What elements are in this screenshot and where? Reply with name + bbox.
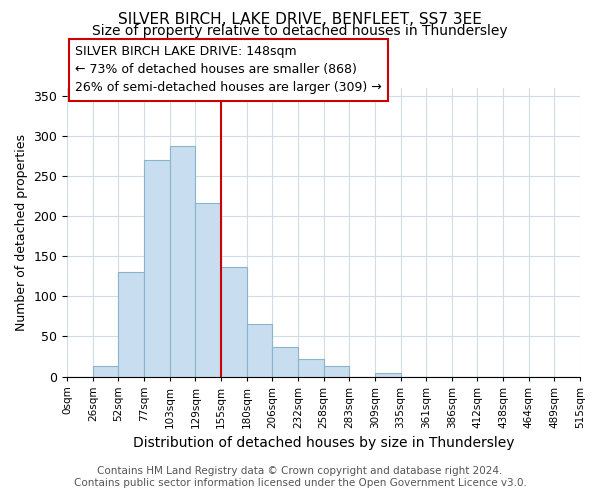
Bar xyxy=(93,366,118,376)
Text: SILVER BIRCH LAKE DRIVE: 148sqm
← 73% of detached houses are smaller (868)
26% o: SILVER BIRCH LAKE DRIVE: 148sqm ← 73% of… xyxy=(75,46,382,94)
Bar xyxy=(170,146,196,376)
Bar xyxy=(272,347,298,376)
Bar xyxy=(323,366,349,376)
Bar xyxy=(247,324,272,376)
Y-axis label: Number of detached properties: Number of detached properties xyxy=(15,134,28,330)
Bar xyxy=(221,266,247,376)
Text: SILVER BIRCH, LAKE DRIVE, BENFLEET, SS7 3EE: SILVER BIRCH, LAKE DRIVE, BENFLEET, SS7 … xyxy=(118,12,482,28)
X-axis label: Distribution of detached houses by size in Thundersley: Distribution of detached houses by size … xyxy=(133,436,514,450)
Bar xyxy=(144,160,170,376)
Text: Size of property relative to detached houses in Thundersley: Size of property relative to detached ho… xyxy=(92,24,508,38)
Text: Contains HM Land Registry data © Crown copyright and database right 2024.
Contai: Contains HM Land Registry data © Crown c… xyxy=(74,466,526,487)
Bar xyxy=(375,372,401,376)
Bar xyxy=(118,272,144,376)
Bar xyxy=(196,202,221,376)
Bar xyxy=(298,359,323,376)
